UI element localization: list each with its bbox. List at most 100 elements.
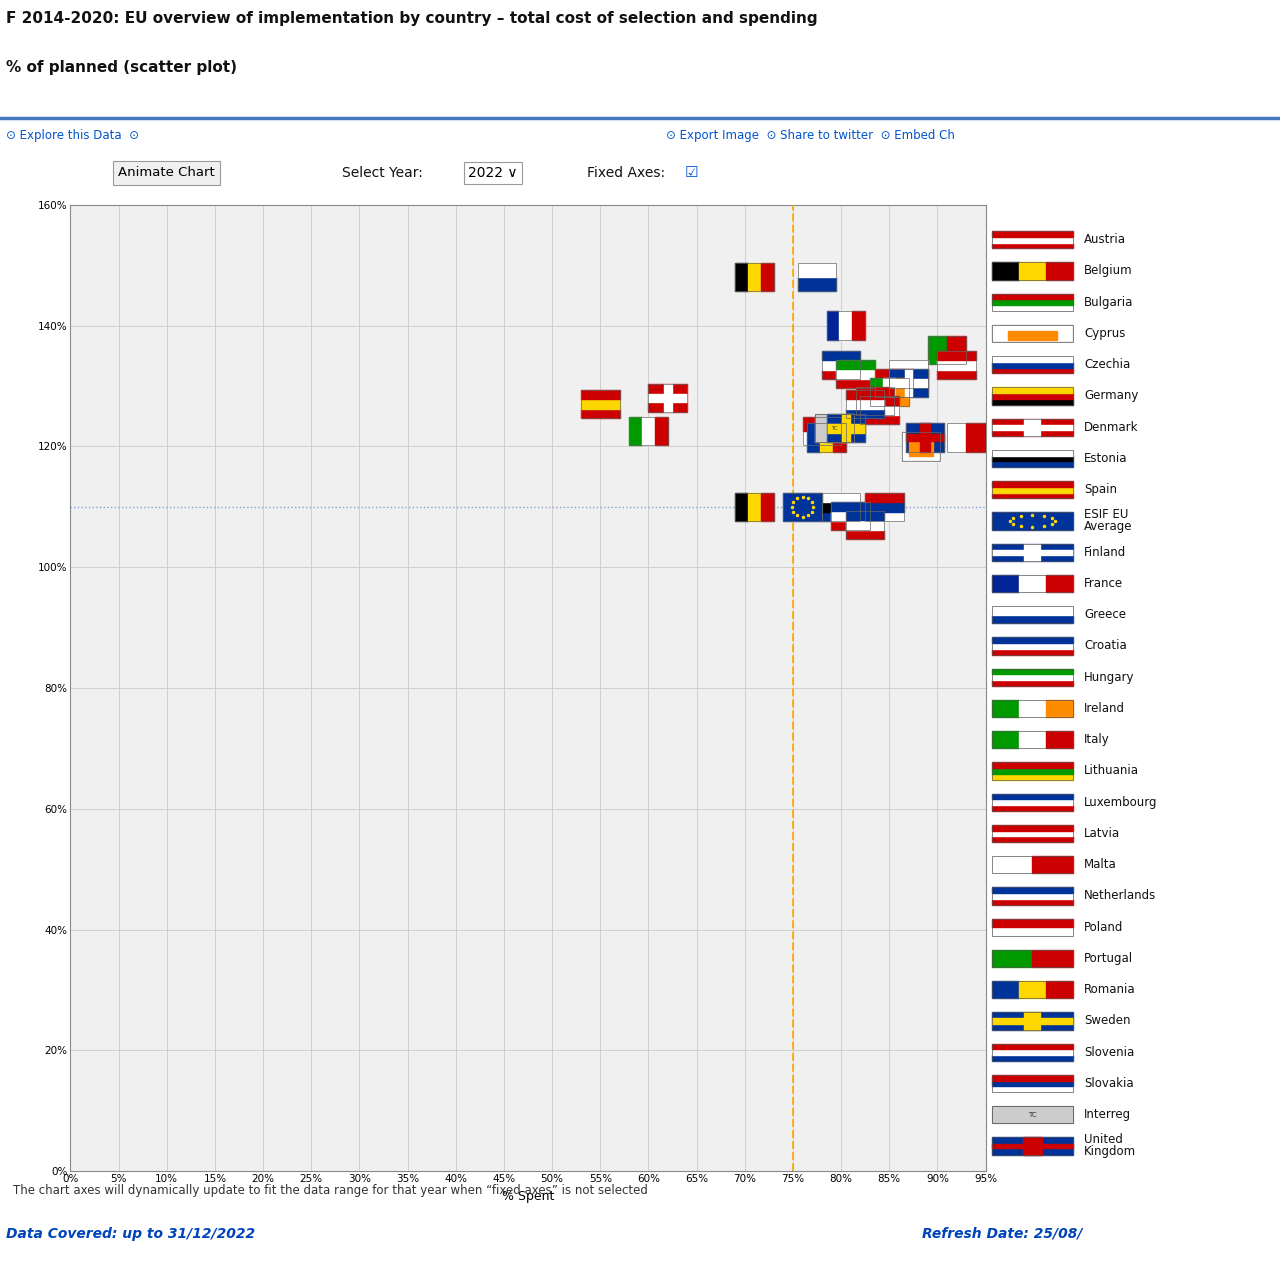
Bar: [992, 481, 1073, 498]
Bar: [992, 575, 1019, 593]
Bar: [890, 360, 928, 369]
Bar: [1046, 262, 1073, 279]
Bar: [937, 351, 975, 360]
Text: Poland: Poland: [1084, 920, 1124, 933]
Bar: [992, 512, 1073, 530]
Bar: [992, 675, 1073, 680]
Bar: [1023, 1138, 1042, 1155]
Bar: [992, 1019, 1073, 1024]
Bar: [992, 293, 1073, 300]
Bar: [1046, 731, 1073, 749]
Bar: [906, 424, 945, 452]
Bar: [664, 384, 672, 412]
Text: Refresh Date: 25/08/: Refresh Date: 25/08/: [922, 1226, 1082, 1240]
Bar: [992, 325, 1073, 342]
Bar: [992, 262, 1073, 279]
Text: Fixed Axes:: Fixed Axes:: [588, 166, 666, 179]
Text: Estonia: Estonia: [1084, 452, 1128, 465]
Bar: [992, 1106, 1073, 1124]
Bar: [992, 919, 1073, 936]
Bar: [797, 264, 836, 292]
Bar: [992, 356, 1073, 362]
Bar: [842, 415, 850, 443]
Bar: [992, 1087, 1073, 1092]
Bar: [937, 351, 975, 379]
Bar: [649, 384, 687, 412]
Bar: [874, 388, 914, 397]
Bar: [992, 362, 1073, 367]
Bar: [822, 360, 860, 370]
Bar: [827, 424, 865, 433]
Bar: [822, 502, 860, 512]
Bar: [874, 379, 914, 388]
Bar: [992, 637, 1073, 654]
Text: Romania: Romania: [1084, 983, 1135, 996]
Bar: [735, 493, 748, 521]
Bar: [992, 950, 1073, 966]
Bar: [836, 360, 874, 388]
Bar: [992, 419, 1073, 435]
Bar: [928, 335, 966, 364]
Bar: [581, 408, 620, 419]
Bar: [760, 493, 773, 521]
Bar: [992, 614, 1073, 623]
Bar: [827, 415, 865, 443]
Bar: [832, 511, 870, 521]
Bar: [992, 731, 1073, 749]
Bar: [992, 493, 1073, 498]
Bar: [902, 433, 941, 461]
Bar: [649, 394, 687, 402]
Text: ESIF EU
Average: ESIF EU Average: [1084, 508, 1133, 534]
Text: Spain: Spain: [1084, 484, 1117, 497]
Bar: [1046, 575, 1073, 593]
Bar: [1024, 419, 1041, 435]
Bar: [827, 311, 840, 339]
Bar: [992, 768, 1073, 774]
Bar: [643, 417, 655, 445]
Bar: [748, 493, 760, 521]
Bar: [822, 370, 860, 379]
Bar: [906, 434, 945, 440]
Bar: [992, 1055, 1073, 1061]
Bar: [865, 493, 904, 502]
Bar: [836, 360, 874, 369]
Bar: [883, 378, 896, 406]
Bar: [783, 493, 822, 521]
Bar: [735, 493, 773, 521]
Bar: [865, 493, 904, 521]
Bar: [822, 351, 860, 360]
Bar: [833, 424, 846, 452]
Bar: [992, 232, 1073, 248]
Bar: [832, 502, 870, 530]
Bar: [992, 700, 1019, 717]
Bar: [803, 431, 841, 445]
Bar: [992, 399, 1073, 404]
Bar: [832, 502, 870, 511]
Text: Lithuania: Lithuania: [1084, 764, 1139, 777]
Bar: [803, 417, 841, 431]
Bar: [808, 424, 820, 452]
Bar: [992, 481, 1073, 486]
Bar: [827, 415, 865, 443]
Bar: [783, 493, 822, 521]
Bar: [992, 831, 1073, 836]
Bar: [992, 300, 1073, 305]
Bar: [846, 511, 884, 520]
Bar: [852, 311, 865, 339]
Bar: [1024, 544, 1041, 561]
Bar: [992, 668, 1073, 686]
Bar: [902, 433, 941, 461]
Text: Ireland: Ireland: [1084, 701, 1125, 716]
Bar: [855, 406, 893, 415]
Bar: [906, 424, 945, 452]
Bar: [896, 378, 909, 406]
Bar: [910, 442, 933, 457]
Text: Cyprus: Cyprus: [1084, 326, 1125, 340]
Bar: [1019, 700, 1046, 717]
Bar: [1019, 262, 1046, 279]
Bar: [890, 379, 928, 388]
Bar: [902, 433, 941, 461]
Bar: [581, 390, 620, 399]
Bar: [803, 417, 841, 445]
Bar: [992, 456, 1073, 461]
